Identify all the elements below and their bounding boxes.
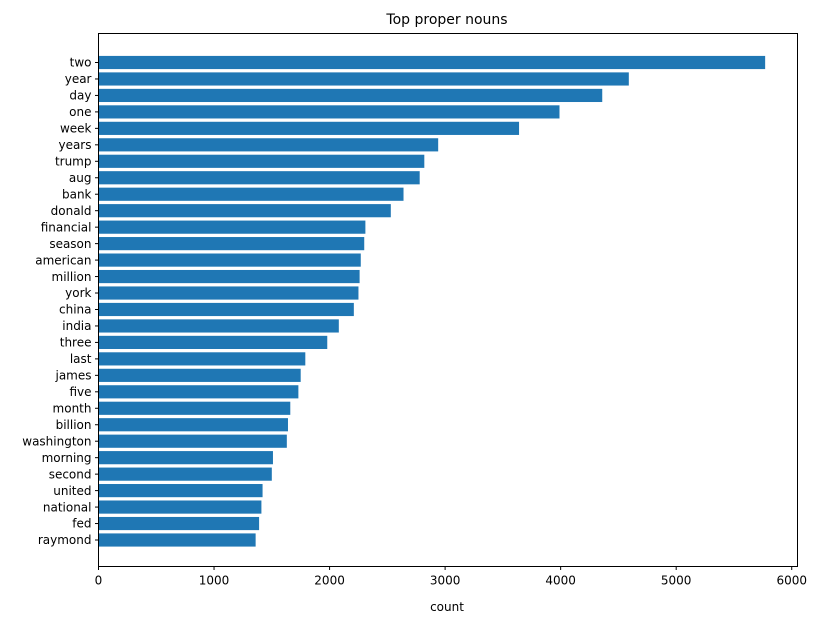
y-tick-label: year <box>65 72 92 86</box>
bar-morning <box>98 451 273 465</box>
x-tick-label: 4000 <box>545 574 576 588</box>
bar-billion <box>98 418 288 432</box>
bar-last <box>98 352 306 366</box>
bar-fed <box>98 516 260 531</box>
bar-york <box>98 286 359 300</box>
bar-washington <box>98 434 287 448</box>
y-tick-label: trump <box>55 154 92 168</box>
bar-year <box>98 72 629 86</box>
bar-national <box>98 500 262 514</box>
bars-group <box>98 55 766 547</box>
x-tick-label: 5000 <box>661 574 692 588</box>
y-tick-label: one <box>69 105 91 119</box>
plot-frame <box>98 33 798 567</box>
x-tick-label: 6000 <box>776 574 807 588</box>
x-axis-ticks: 0 1000 2000 3000 4000 5000 6000 <box>95 566 807 588</box>
y-axis-ticks: two year day one week years trump aug bank donald… <box>22 56 99 547</box>
bar-china <box>98 302 354 317</box>
y-tick-label: financial <box>41 220 92 234</box>
y-tick-label: united <box>53 484 91 498</box>
chart-title: Top proper nouns <box>385 12 507 28</box>
y-tick-label: month <box>53 401 92 415</box>
bar-million <box>98 269 360 284</box>
y-tick-label: american <box>35 253 91 267</box>
y-tick-label: morning <box>42 451 92 465</box>
y-tick-label: three <box>60 336 92 350</box>
bar-week <box>98 121 520 135</box>
x-tick-label: 3000 <box>430 574 461 588</box>
bar-two <box>98 55 766 70</box>
bar-one <box>98 105 560 119</box>
bar-united <box>98 484 263 498</box>
bar-three <box>98 335 328 349</box>
y-tick-label: billion <box>56 418 92 432</box>
y-tick-label: national <box>43 500 92 514</box>
y-tick-label: aug <box>69 171 92 185</box>
bar-bank <box>98 187 404 201</box>
y-tick-label: fed <box>72 517 91 531</box>
y-tick-label: years <box>58 138 91 152</box>
bar-donald <box>98 204 391 218</box>
bar-james <box>98 368 301 382</box>
bar-five <box>98 385 299 399</box>
bar-aug <box>98 171 420 185</box>
bar-years <box>98 138 439 152</box>
y-tick-label: bank <box>62 187 92 201</box>
x-tick-label: 2000 <box>314 574 345 588</box>
bar-trump <box>98 154 425 168</box>
y-tick-label: season <box>49 237 91 251</box>
y-tick-label: donald <box>51 204 92 218</box>
bar-financial <box>98 220 366 234</box>
y-tick-label: last <box>70 352 92 366</box>
bar-india <box>98 319 339 333</box>
x-axis-title: count <box>430 600 464 614</box>
y-tick-label: washington <box>22 434 91 448</box>
y-tick-label: india <box>62 319 91 333</box>
y-tick-label: james <box>54 369 91 383</box>
y-tick-label: week <box>60 122 92 136</box>
x-tick-label: 0 <box>95 574 103 588</box>
y-tick-label: two <box>70 56 92 70</box>
bar-season <box>98 237 365 251</box>
bar-month <box>98 401 291 415</box>
bar-day <box>98 88 603 103</box>
bar-raymond <box>98 533 256 547</box>
y-tick-label: million <box>52 270 92 284</box>
y-tick-label: day <box>69 89 91 103</box>
y-tick-label: five <box>69 385 91 399</box>
bar-second <box>98 467 272 481</box>
y-tick-label: china <box>59 303 92 317</box>
x-tick-label: 1000 <box>199 574 230 588</box>
bar-american <box>98 253 361 267</box>
y-tick-label: raymond <box>38 533 92 547</box>
y-tick-label: york <box>65 286 91 300</box>
y-tick-label: second <box>49 467 92 481</box>
